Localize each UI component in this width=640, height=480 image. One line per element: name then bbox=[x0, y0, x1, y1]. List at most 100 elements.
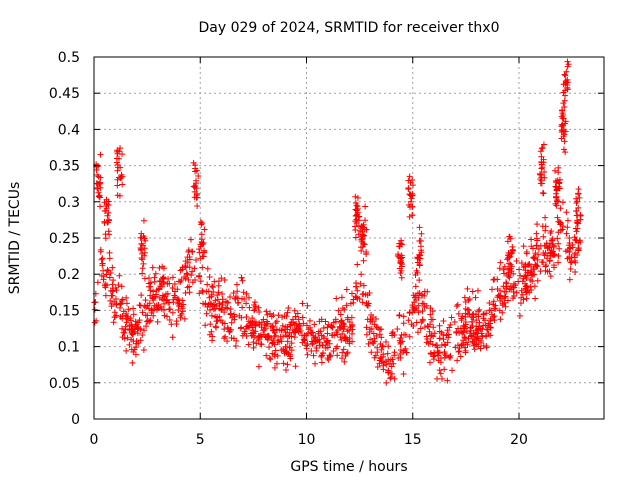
data-point bbox=[137, 247, 144, 254]
data-point bbox=[133, 340, 140, 347]
data-point bbox=[102, 281, 109, 288]
data-point bbox=[497, 292, 504, 299]
data-point bbox=[503, 288, 510, 295]
data-point bbox=[243, 314, 250, 321]
data-point bbox=[97, 151, 104, 158]
data-point bbox=[166, 280, 173, 287]
data-point bbox=[499, 302, 506, 309]
data-point bbox=[497, 316, 504, 323]
data-point bbox=[407, 198, 414, 205]
data-point bbox=[431, 330, 438, 337]
data-point bbox=[354, 203, 361, 210]
data-point bbox=[382, 338, 389, 345]
data-point bbox=[218, 275, 225, 282]
data-point bbox=[430, 356, 437, 363]
data-point bbox=[193, 256, 200, 263]
data-point bbox=[359, 231, 366, 238]
data-point bbox=[577, 212, 584, 219]
data-point bbox=[505, 250, 512, 257]
data-point bbox=[138, 230, 145, 237]
data-point bbox=[286, 344, 293, 351]
data-point bbox=[316, 342, 323, 349]
data-point bbox=[283, 366, 289, 373]
data-point bbox=[508, 263, 515, 270]
data-point bbox=[273, 360, 280, 367]
data-point bbox=[123, 294, 130, 301]
data-point bbox=[238, 274, 245, 281]
data-point bbox=[354, 295, 361, 302]
data-point bbox=[575, 191, 582, 198]
data-point bbox=[306, 317, 313, 324]
data-point bbox=[153, 287, 160, 294]
data-point bbox=[456, 348, 463, 355]
data-point bbox=[553, 187, 560, 194]
data-point bbox=[476, 306, 483, 313]
data-point bbox=[563, 209, 570, 216]
data-point bbox=[222, 304, 229, 311]
data-point bbox=[206, 274, 213, 281]
data-point bbox=[562, 149, 569, 156]
data-point bbox=[486, 307, 493, 314]
data-point bbox=[376, 360, 383, 367]
data-point bbox=[561, 71, 568, 78]
data-point bbox=[423, 302, 430, 309]
data-point bbox=[558, 123, 565, 130]
data-point bbox=[555, 259, 562, 266]
data-point bbox=[96, 193, 103, 200]
data-point bbox=[177, 312, 184, 319]
data-point bbox=[471, 346, 478, 353]
data-point bbox=[243, 290, 250, 297]
data-point bbox=[107, 269, 114, 276]
data-point bbox=[161, 300, 168, 307]
data-point bbox=[416, 237, 423, 244]
data-point bbox=[336, 323, 343, 330]
data-point bbox=[472, 331, 479, 338]
data-point bbox=[248, 330, 255, 337]
data-point bbox=[409, 309, 416, 316]
data-point bbox=[187, 236, 194, 243]
data-point bbox=[304, 330, 311, 337]
data-point bbox=[283, 313, 290, 320]
data-point bbox=[524, 284, 531, 291]
data-point bbox=[527, 276, 534, 283]
data-point bbox=[278, 347, 285, 354]
data-point bbox=[554, 214, 561, 221]
data-point bbox=[573, 219, 580, 226]
data-point bbox=[490, 298, 497, 305]
data-point bbox=[416, 261, 423, 268]
data-point bbox=[354, 194, 361, 201]
x-tick-label: 20 bbox=[510, 432, 528, 448]
data-point bbox=[321, 335, 328, 342]
data-point bbox=[534, 256, 541, 263]
data-point bbox=[556, 176, 563, 183]
data-point bbox=[155, 301, 162, 308]
data-point bbox=[505, 273, 512, 280]
data-point bbox=[333, 329, 340, 336]
data-point bbox=[186, 289, 193, 296]
data-point bbox=[288, 340, 295, 347]
data-point bbox=[203, 310, 210, 317]
data-point bbox=[414, 329, 421, 336]
data-point bbox=[459, 329, 466, 336]
data-point bbox=[362, 217, 369, 224]
data-point bbox=[324, 330, 331, 337]
data-point bbox=[417, 243, 424, 250]
data-point bbox=[554, 198, 561, 205]
data-point bbox=[117, 304, 124, 311]
data-point bbox=[93, 163, 100, 170]
data-point bbox=[114, 167, 121, 174]
data-point bbox=[114, 192, 121, 199]
data-point bbox=[400, 371, 407, 378]
data-point bbox=[232, 342, 239, 349]
data-point bbox=[186, 283, 193, 290]
data-point bbox=[270, 327, 277, 334]
data-point bbox=[140, 217, 147, 224]
data-point bbox=[564, 86, 571, 93]
data-point bbox=[239, 332, 246, 339]
data-point bbox=[284, 326, 291, 333]
data-point bbox=[201, 226, 208, 233]
data-point bbox=[530, 254, 537, 261]
data-point bbox=[123, 315, 130, 322]
data-point bbox=[540, 141, 547, 148]
data-point bbox=[128, 326, 135, 333]
